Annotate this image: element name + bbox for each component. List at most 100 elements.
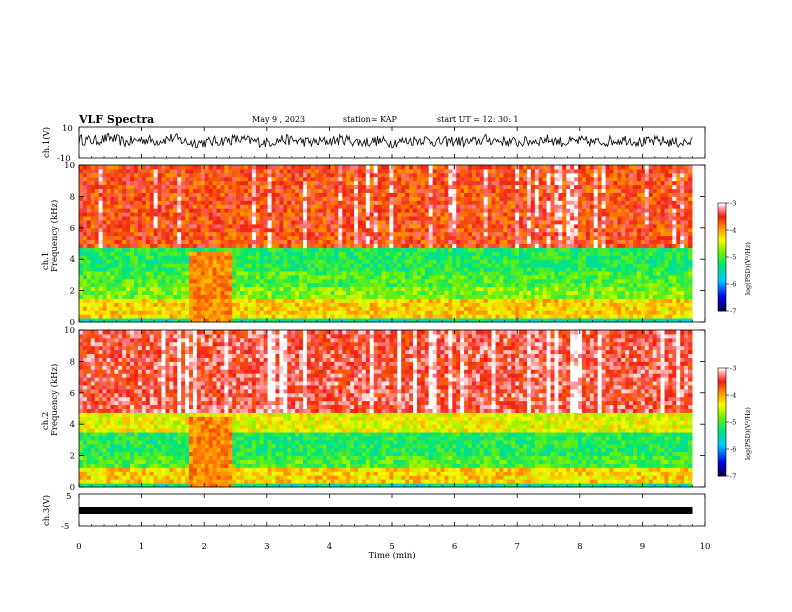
spectrogram-cell <box>102 263 108 268</box>
spectrogram-cell <box>216 314 221 319</box>
spectrogram-cell <box>318 208 324 213</box>
spectrogram-cell <box>401 302 406 307</box>
spectrogram-cell <box>153 286 159 292</box>
spectrogram-cell <box>413 204 418 209</box>
spectrogram-cell <box>334 168 339 174</box>
spectrogram-cell <box>554 192 559 197</box>
spectrogram-cell <box>554 255 559 260</box>
spectrogram-cell <box>295 310 300 315</box>
spectrogram-cell <box>511 192 516 197</box>
spectrogram-cell <box>106 278 111 284</box>
spectrogram-cell <box>157 219 163 225</box>
spectrogram-cell <box>228 172 233 178</box>
spectrogram-cell <box>271 306 276 311</box>
spectrogram-cell <box>424 270 430 276</box>
spectrogram-cell <box>240 188 245 193</box>
spectrogram-cell <box>291 306 296 311</box>
spectrogram-cell <box>157 168 163 174</box>
spectrogram-cell <box>134 243 139 248</box>
spectrogram-cell <box>283 168 288 174</box>
spectrogram-cell <box>165 180 170 186</box>
spectrogram-cell <box>271 282 276 288</box>
spectrogram-cell <box>279 165 284 170</box>
spectrogram-cell <box>534 192 540 197</box>
spectrogram-cell <box>346 188 351 193</box>
spectrogram-cell <box>134 212 139 217</box>
spectrogram-cell <box>475 302 481 307</box>
spectrogram-cell <box>342 306 347 311</box>
spectrogram-cell <box>137 286 143 292</box>
spectrogram-cell <box>126 219 131 225</box>
spectrogram-cell <box>122 302 127 307</box>
spectrogram-cell <box>428 176 434 182</box>
spectrogram-cell <box>491 251 497 256</box>
spectrogram-cell <box>526 255 532 260</box>
spectrogram-cell <box>495 263 500 268</box>
spectrogram-cell <box>361 235 367 241</box>
spectrogram-cell <box>86 298 92 303</box>
spectrogram-cell <box>216 247 221 252</box>
spectrogram-cell <box>365 172 371 178</box>
spectrogram-cell <box>185 306 190 311</box>
spectrogram-cell <box>385 196 390 201</box>
spectrogram-cell <box>181 168 186 174</box>
spectrogram-cell <box>98 306 104 311</box>
spectrogram-cell <box>420 176 426 182</box>
spectrogram-cell <box>346 223 351 229</box>
spectrogram-cell <box>192 176 198 182</box>
spectrogram-cell <box>515 286 520 292</box>
spectrogram-cell <box>200 255 206 260</box>
spectrogram-cell <box>464 208 469 213</box>
spectrogram-cell <box>558 318 563 323</box>
spectrogram-cell <box>122 184 127 190</box>
spectrogram-cell <box>82 263 88 268</box>
spectrogram-cell <box>283 306 288 311</box>
spectrogram-cell <box>432 318 438 323</box>
spectrogram-cell <box>196 282 202 288</box>
spectrogram-cell <box>90 298 96 303</box>
spectrogram-cell <box>275 172 280 178</box>
spectrogram-cell <box>554 274 559 280</box>
spectrogram-cell <box>177 270 182 276</box>
spectrogram-cell <box>566 216 571 221</box>
spectrogram-cell <box>495 314 500 319</box>
spectrogram-cell <box>428 306 434 311</box>
spectrogram-cell <box>82 223 88 229</box>
spectrogram-cell <box>177 298 182 303</box>
spectrogram-cell <box>106 294 111 299</box>
spectrogram-cell <box>204 192 210 197</box>
spectrogram-cell <box>169 223 174 229</box>
spectrogram-cell <box>475 314 481 319</box>
spectrogram-cell <box>94 310 100 315</box>
spectrogram-cell <box>448 176 453 182</box>
spectrogram-cell <box>173 227 178 233</box>
spectrogram-cell <box>275 282 280 288</box>
spectrogram-cell <box>405 192 410 197</box>
spectrogram-cell <box>149 247 155 252</box>
spectrogram-cell <box>503 267 508 272</box>
spectrogram-cell <box>424 208 430 213</box>
spectrogram-cell <box>212 196 218 201</box>
spectrogram-cell <box>240 200 245 205</box>
spectrogram-cell <box>208 208 214 213</box>
spectrogram-cell <box>369 255 375 260</box>
spectrogram-cell <box>189 212 194 217</box>
spectrogram-cell <box>515 212 520 217</box>
spectrogram-cell <box>428 180 434 186</box>
spectrogram-cell <box>110 302 115 307</box>
spectrogram-cell <box>94 298 100 303</box>
spectrogram-cell <box>361 270 367 276</box>
spectrogram-cell <box>499 278 504 284</box>
spectrogram-cell <box>102 282 108 288</box>
spectrogram-cell <box>267 165 273 170</box>
spectrogram-cell <box>236 227 241 233</box>
spectrogram-cell <box>499 192 504 197</box>
spectrogram-cell <box>173 318 178 323</box>
spectrogram-cell <box>420 168 426 174</box>
spectrogram-cell <box>181 294 186 299</box>
spectrogram-cell <box>259 204 265 209</box>
spectrogram-cell <box>350 298 355 303</box>
spectrogram-cell <box>247 298 253 303</box>
spectrogram-cell <box>550 259 555 264</box>
spectrogram-cell <box>251 216 257 221</box>
